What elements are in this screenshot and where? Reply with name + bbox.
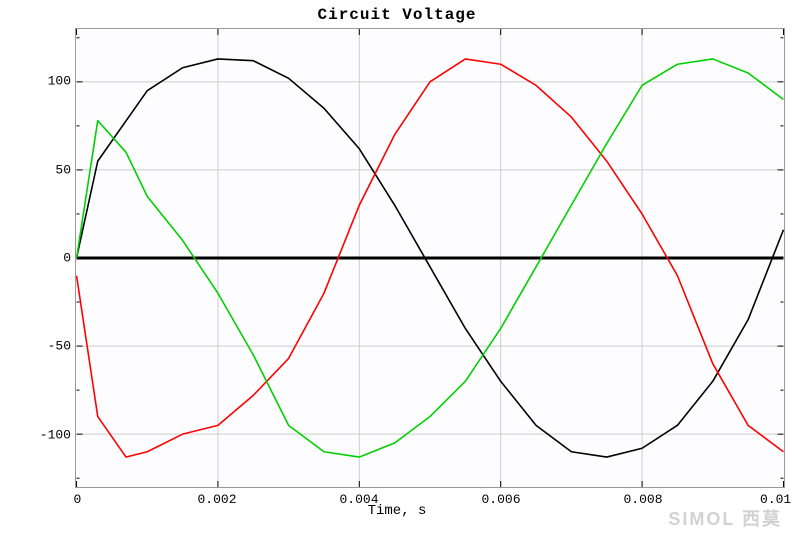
y-tick-label: 0: [21, 251, 71, 266]
plot-svg: [76, 29, 784, 487]
chart-container: Circuit Voltage Circuit Voltage, V Time,…: [0, 0, 794, 535]
y-tick-label: -50: [21, 339, 71, 354]
x-tick-label: 0.006: [481, 492, 520, 507]
y-tick-label: -100: [21, 427, 71, 442]
watermark: SIMOL 西莫: [668, 505, 782, 531]
chart-title: Circuit Voltage: [0, 6, 794, 24]
y-tick-label: 50: [21, 162, 71, 177]
x-tick-label: 0.008: [623, 492, 662, 507]
x-tick-label: 0.002: [197, 492, 236, 507]
x-tick-label: 0: [73, 492, 81, 507]
x-tick-label: 0.004: [339, 492, 378, 507]
y-tick-label: 100: [21, 74, 71, 89]
plot-area: [75, 28, 785, 488]
